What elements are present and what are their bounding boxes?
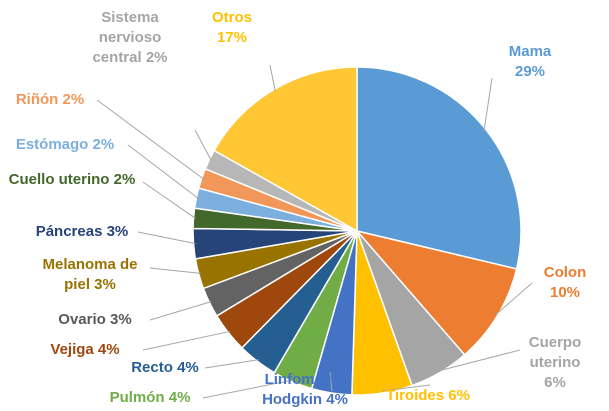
- leader-line: [483, 77, 493, 131]
- pie-slice: [356, 66, 522, 270]
- category-label: Colon: [543, 264, 587, 281]
- pie-slice: [213, 66, 358, 233]
- data-label: Cuello uterino 2%: [7, 170, 137, 190]
- value-label: 6%: [448, 387, 470, 404]
- category-label: Linfoma no Hodgkin: [262, 371, 346, 408]
- data-label: Riñón 2%: [0, 90, 100, 110]
- value-label: 4%: [97, 341, 120, 358]
- data-label: Mama 29%: [500, 42, 560, 82]
- value-label: 17%: [216, 29, 248, 46]
- data-label: Tiroides 6%: [373, 386, 483, 406]
- leader-line: [149, 301, 212, 321]
- leader-line: [142, 330, 231, 351]
- data-label: Pulmón 4%: [95, 388, 205, 408]
- leader-line: [329, 371, 333, 392]
- leader-line: [438, 349, 521, 372]
- category-label: Riñón: [15, 91, 59, 108]
- data-label: Ovario 3%: [43, 310, 148, 330]
- leader-line: [382, 384, 431, 392]
- category-label: Ovario: [58, 311, 106, 328]
- value-label: 3%: [94, 276, 116, 293]
- value-label: 29%: [514, 63, 546, 80]
- data-label: Páncreas 3%: [27, 222, 137, 242]
- category-label: Melanoma de piel: [42, 256, 138, 293]
- leader-line: [149, 267, 201, 274]
- data-label: Otros 17%: [202, 8, 262, 48]
- data-label: Recto 4%: [125, 358, 205, 378]
- value-label: 2%: [145, 49, 168, 66]
- data-label: Vejiga 4%: [30, 340, 140, 360]
- value-label: 6%: [544, 374, 566, 391]
- category-label: Mama: [508, 43, 552, 60]
- category-label: Pulmón: [109, 389, 165, 406]
- data-label: Cuerpo uterino 6%: [518, 333, 593, 393]
- data-label: Estómago 2%: [3, 135, 128, 155]
- value-label: 4%: [326, 391, 348, 408]
- value-label: 10%: [549, 284, 581, 301]
- pie-slice: [354, 229, 518, 356]
- category-label: Tiroides: [386, 387, 445, 404]
- data-label: Melanoma de piel 3%: [38, 255, 143, 295]
- category-label: Vejiga: [50, 341, 94, 358]
- data-label: Colon 10%: [535, 263, 595, 303]
- value-label: 3%: [106, 223, 129, 240]
- value-label: 2%: [113, 171, 136, 188]
- leader-line: [127, 144, 199, 199]
- value-label: 2%: [92, 136, 115, 153]
- value-label: 3%: [110, 311, 132, 328]
- category-label: Recto: [131, 359, 173, 376]
- data-label: Sistema nervioso central 2%: [80, 8, 180, 68]
- leader-line: [204, 359, 259, 369]
- category-label: Estómago: [15, 136, 89, 153]
- category-label: Otros: [211, 9, 252, 26]
- leader-line: [194, 129, 212, 161]
- value-label: 2%: [62, 91, 85, 108]
- value-label: 4%: [177, 359, 199, 376]
- leader-line: [202, 379, 294, 399]
- data-label: Linfoma no Hodgkin 4%: [248, 370, 363, 410]
- category-label: Sistema nervioso central: [92, 9, 162, 66]
- leader-line: [269, 64, 276, 92]
- leader-line: [96, 99, 204, 180]
- category-label: Cuerpo uterino: [528, 334, 582, 371]
- leader-line: [142, 181, 196, 219]
- leader-line: [495, 282, 533, 316]
- category-label: Cuello uterino: [8, 171, 110, 188]
- value-label: 4%: [168, 389, 191, 406]
- leader-line: [137, 231, 196, 245]
- category-label: Páncreas: [35, 223, 103, 240]
